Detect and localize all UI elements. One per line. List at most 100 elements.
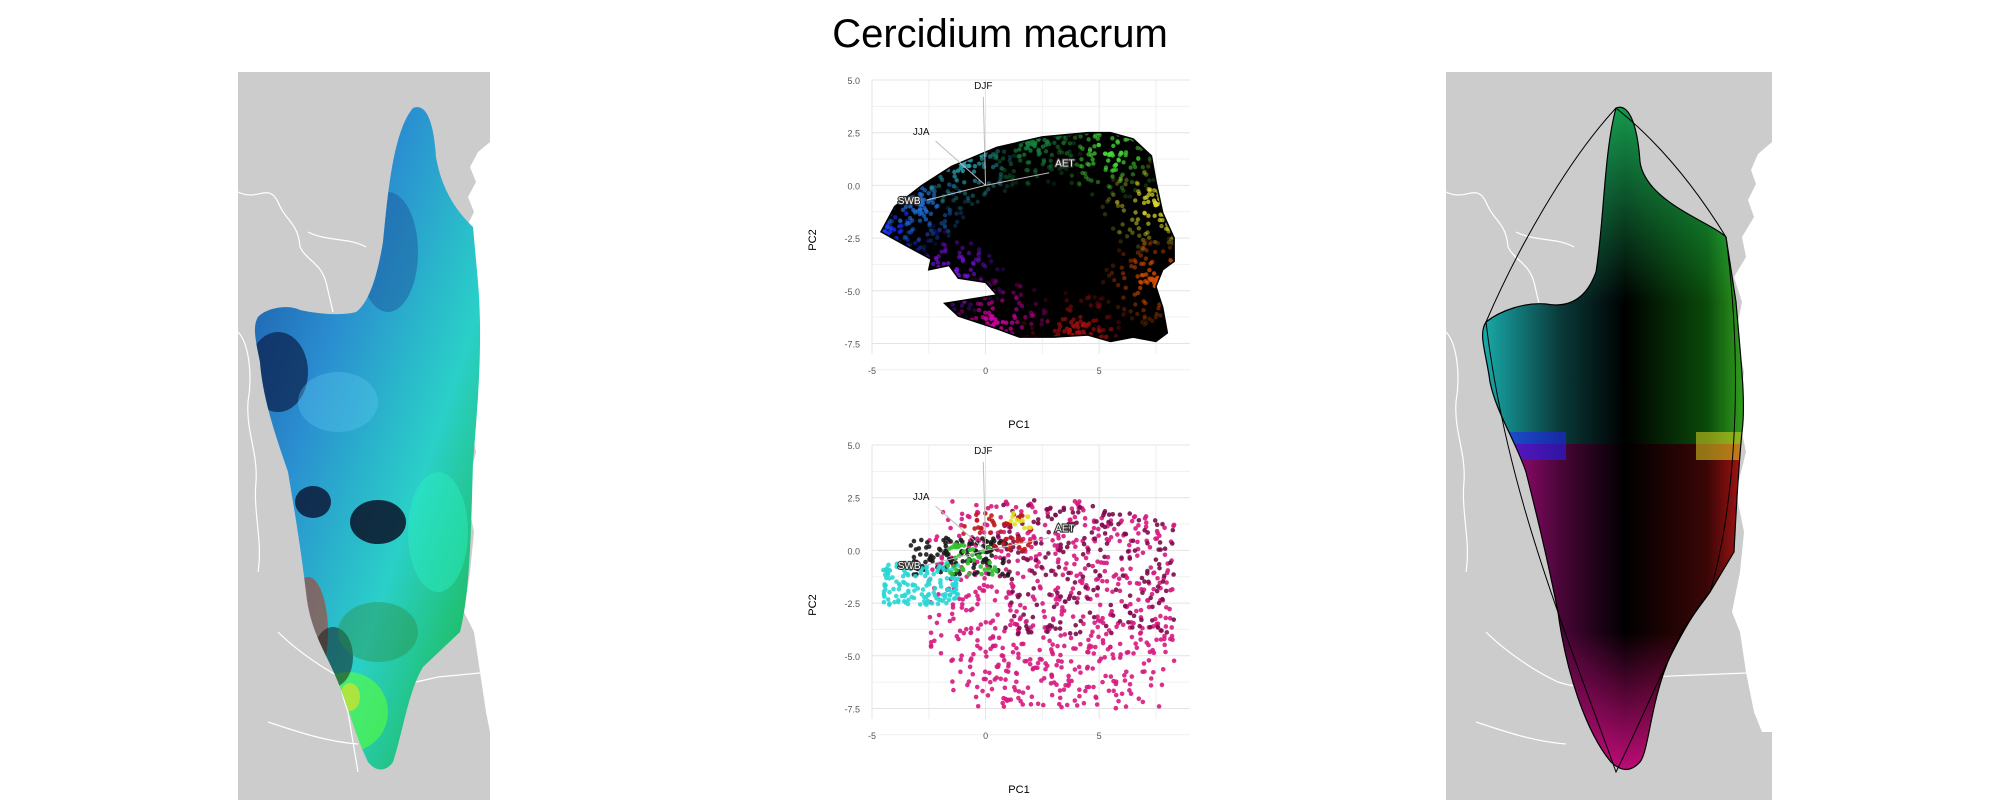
observed-point [1122,673,1127,678]
y-tick-label: 0.0 [847,546,860,556]
range-point [915,266,920,272]
observed-point [1154,637,1159,643]
range-point [1045,319,1050,325]
range-point [863,255,867,259]
range-point [1090,157,1095,162]
range-point [1004,184,1010,189]
observed-point [950,499,955,504]
observed-point [1014,671,1020,677]
range-point [1187,190,1191,194]
range-point [1153,315,1158,320]
observed-point [1034,602,1040,608]
range-point [1063,135,1068,140]
observed-point [1148,565,1154,570]
range-point [1142,316,1147,321]
range-point [903,268,909,273]
range-point [883,252,889,257]
range-point [888,266,894,271]
range-point [975,301,981,306]
observed-point [1058,594,1064,599]
range-point [1092,144,1097,149]
observed-point [1100,679,1105,685]
range-point [973,316,979,321]
range-point [1006,352,1010,356]
range-point [1035,347,1039,351]
observed-point [1056,557,1061,562]
observed-point [950,581,955,587]
range-point [1072,135,1078,140]
observed-point [982,576,987,581]
observed-point [985,693,991,698]
range-point [1200,282,1204,286]
range-point [1075,363,1079,367]
range-point [887,218,892,224]
range-point [1109,326,1114,332]
observed-point [1130,625,1135,630]
range-point [1009,183,1014,188]
range-point [965,294,971,299]
observed-point [1168,560,1173,566]
observed-point [1116,521,1121,527]
range-point [1097,340,1103,342]
range-point [1076,336,1082,341]
range-point [1178,196,1182,200]
observed-point [1155,530,1160,536]
observed-point [1030,594,1036,599]
range-point [874,226,878,230]
range-point [863,212,867,216]
observed-point [952,564,957,569]
range-point [905,237,910,243]
observed-point [1001,521,1007,527]
observed-point [1110,613,1116,618]
observed-point [968,630,974,635]
observed-point [1106,512,1112,517]
observed-point [1115,581,1121,587]
observed-point [974,518,980,523]
range-point [1179,283,1183,287]
range-point [1024,140,1030,146]
range-point [1170,301,1175,306]
observed-point [1053,531,1058,536]
range-point [976,180,982,185]
range-point [1096,325,1102,330]
range-point [929,184,935,190]
observed-point [951,596,957,601]
observed-point [961,630,967,636]
range-point [1018,158,1023,163]
range-point [1135,181,1140,186]
observed-point [1057,620,1063,625]
observed-point [1055,643,1060,649]
range-point [875,230,879,234]
loading-label-aet: AET [1055,159,1074,170]
observed-point [1058,545,1064,551]
observed-point [1170,527,1176,533]
range-point [1191,310,1195,314]
range-point [947,276,953,281]
range-point [931,223,936,229]
range-point [1142,169,1147,175]
observed-point [944,587,950,592]
range-point [1144,126,1148,130]
range-point [935,233,941,239]
range-point [1134,221,1139,226]
range-point [1063,138,1068,143]
range-point [1085,161,1090,167]
range-point [887,221,892,227]
x-tick-label: -5 [868,366,876,376]
observed-point [928,643,934,648]
range-point [1029,313,1034,318]
range-point [1147,156,1152,161]
range-point [1000,156,1006,161]
observed-point [1131,613,1137,619]
range-point [1046,119,1050,123]
range-point [1116,179,1122,184]
observed-point [1002,628,1007,634]
observed-point [1059,608,1065,614]
observed-point [1058,633,1063,638]
range-point [1161,158,1167,164]
range-point [1158,313,1163,318]
observed-point [1159,682,1165,688]
range-point [949,272,954,277]
observed-point [938,650,944,656]
observed-point [944,576,950,581]
